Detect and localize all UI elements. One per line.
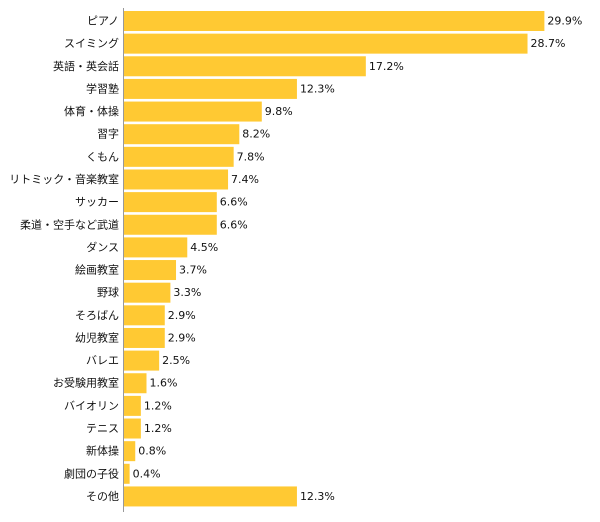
value-label: 3.3%: [173, 286, 201, 299]
category-label: リトミック・音楽教室: [9, 172, 119, 186]
category-label: 絵画教室: [75, 263, 119, 277]
category-label: スイミング: [64, 36, 119, 50]
category-label: そろばん: [75, 309, 119, 322]
category-label: 新体操: [86, 444, 119, 458]
category-label: 幼児教室: [75, 330, 119, 344]
bar: [124, 282, 171, 303]
category-label: 柔道・空手など武道: [20, 217, 119, 231]
category-label: ダンス: [86, 240, 119, 254]
category-label: テニス: [86, 422, 119, 435]
value-label: 3.7%: [179, 264, 207, 277]
category-label: ピアノ: [87, 15, 119, 28]
value-label: 28.7%: [531, 37, 566, 50]
value-label: 12.3%: [300, 490, 335, 503]
bar: [124, 124, 240, 145]
value-label: 7.4%: [231, 173, 259, 186]
category-label: 習字: [97, 127, 119, 141]
bar: [124, 305, 165, 326]
category-label: 劇団の子役: [64, 466, 119, 480]
value-label: 1.2%: [144, 422, 172, 435]
category-label: お受験用教室: [53, 376, 119, 390]
bar: [124, 486, 297, 507]
bar: [124, 101, 262, 122]
value-label: 2.5%: [162, 354, 190, 367]
bar: [124, 237, 188, 258]
category-label: バイオリン: [64, 399, 119, 412]
value-label: 12.3%: [300, 82, 335, 95]
value-label: 1.6%: [149, 377, 177, 390]
value-label: 2.9%: [168, 309, 196, 322]
bar: [124, 214, 217, 235]
category-label: 野球: [97, 285, 119, 299]
bar: [124, 33, 528, 54]
bars: [124, 11, 545, 507]
bar: [124, 146, 234, 167]
category-label: バレエ: [86, 354, 119, 367]
category-label: サッカー: [75, 196, 119, 209]
bar: [124, 169, 229, 190]
category-label: その他: [86, 490, 119, 503]
bar: [124, 350, 160, 371]
bar: [124, 260, 177, 281]
category-label: 体育・体操: [64, 104, 119, 118]
bar: [124, 441, 136, 462]
value-label: 29.9%: [547, 15, 582, 28]
bar: [124, 418, 141, 439]
category-label: くもん: [86, 150, 119, 163]
category-label: 英語・英会話: [53, 59, 119, 73]
bar: [124, 192, 217, 213]
value-label: 6.6%: [220, 218, 248, 231]
category-labels: ピアノスイミング英語・英会話学習塾体育・体操習字くもんリトミック・音楽教室サッカ…: [9, 15, 119, 503]
bar: [124, 395, 141, 416]
bar: [124, 327, 165, 348]
value-label: 8.2%: [242, 128, 270, 141]
value-label: 1.2%: [144, 399, 172, 412]
category-label: 学習塾: [86, 81, 119, 95]
bar: [124, 78, 297, 99]
value-label: 4.5%: [190, 241, 218, 254]
value-label: 7.8%: [237, 150, 265, 163]
bar: [124, 373, 147, 394]
bar: [124, 463, 130, 484]
value-label: 0.8%: [138, 445, 166, 458]
bar: [124, 11, 545, 31]
value-label: 6.6%: [220, 196, 248, 209]
bar: [124, 56, 366, 77]
value-label: 17.2%: [369, 60, 404, 73]
value-label: 9.8%: [265, 105, 293, 118]
value-label: 0.4%: [133, 467, 161, 480]
value-label: 2.9%: [168, 331, 196, 344]
value-labels: 29.9% 28.7% 17.2% 12.3% 9.8% 8.2% 7.8% 7.4% 6.6%…: [133, 15, 583, 503]
